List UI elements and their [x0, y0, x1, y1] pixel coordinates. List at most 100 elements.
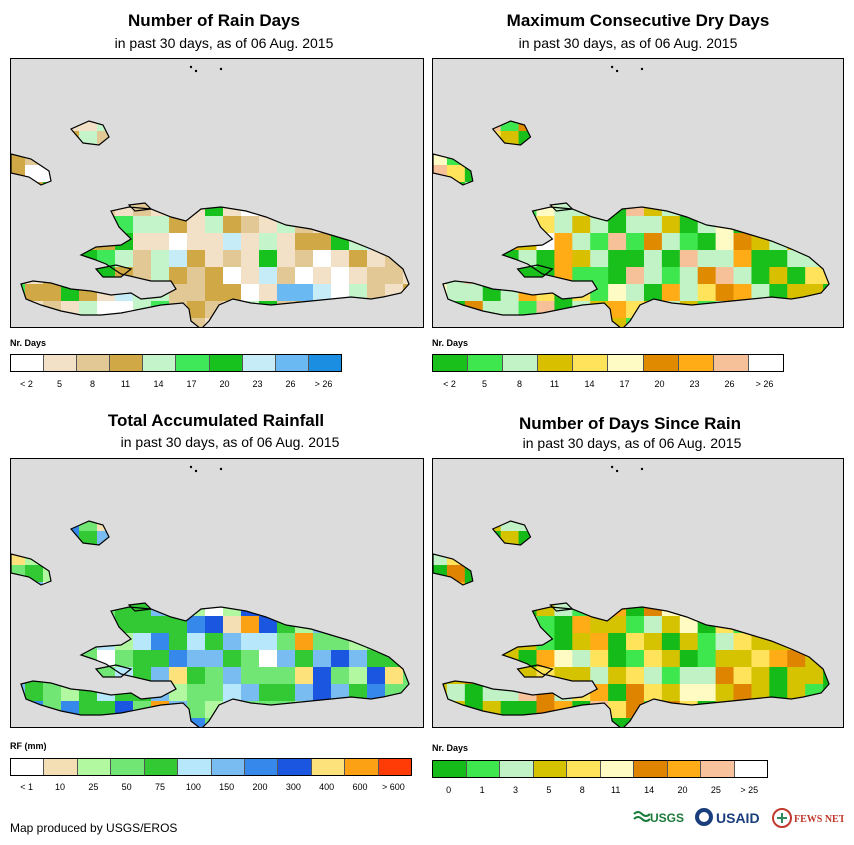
raster-cell — [385, 521, 404, 532]
raster-cell — [151, 199, 170, 217]
raster-cell — [169, 650, 188, 668]
raster-cell — [733, 250, 752, 268]
raster-cell — [295, 267, 314, 285]
raster-cell — [367, 599, 386, 617]
raster-cell — [697, 633, 717, 651]
raster-cell — [259, 199, 278, 217]
raster-cell — [500, 565, 520, 583]
raster-cell — [385, 667, 404, 685]
raster-cell — [661, 131, 681, 149]
raster-cell — [464, 318, 484, 327]
legend-title-dry-days: Nr. Days — [432, 338, 469, 348]
raster-cell — [295, 718, 314, 727]
raster-cell — [464, 684, 484, 702]
raster-cell — [661, 548, 681, 566]
raster-cell — [151, 684, 170, 702]
raster-cell — [223, 701, 242, 719]
raster-cell — [403, 199, 409, 217]
raster-cell — [367, 131, 386, 149]
raster-cell — [79, 318, 98, 327]
raster-cell — [277, 250, 296, 268]
raster-cell — [643, 633, 663, 651]
raster-cell — [751, 250, 770, 268]
raster-cell — [223, 267, 242, 285]
raster-cell — [11, 650, 26, 668]
raster-cell — [590, 233, 609, 251]
raster-cell — [223, 582, 242, 600]
raster-cell — [769, 301, 788, 319]
raster-cell — [385, 599, 404, 617]
legend-labels-days-since-rain: 0 1 3 5 8 11 14 20 25 > 25 — [432, 785, 766, 797]
raster-cell — [446, 521, 466, 532]
raster-cell — [403, 284, 409, 302]
islet — [615, 69, 619, 73]
raster-cell — [715, 531, 735, 549]
raster-cell — [115, 650, 134, 668]
raster-cell — [313, 165, 332, 183]
raster-cell — [367, 216, 386, 234]
raster-cell — [331, 650, 350, 668]
raster-cell — [572, 582, 591, 600]
raster-cell — [590, 650, 609, 668]
raster-cell — [643, 565, 663, 583]
raster-cell — [679, 582, 699, 600]
raster-cell — [367, 616, 386, 634]
raster-cell — [259, 718, 278, 727]
raster-cell — [367, 531, 386, 549]
raster-cell — [679, 131, 699, 149]
raster-cell — [115, 250, 134, 268]
raster-cell — [608, 267, 627, 285]
raster-cell — [697, 121, 717, 132]
legend-label: 1 — [479, 785, 485, 795]
raster-cell — [79, 650, 98, 668]
raster-cell — [697, 650, 717, 668]
raster-cell — [223, 216, 242, 234]
legend-swatch — [308, 355, 341, 371]
islet — [189, 465, 193, 469]
legend-label: 11 — [120, 379, 131, 389]
legend-swatch — [378, 759, 412, 775]
raster-cell — [151, 582, 170, 600]
legend-label: 400 — [319, 782, 335, 792]
raster-cell — [679, 267, 699, 285]
raster-cell — [79, 267, 98, 285]
raster-cell — [823, 165, 830, 183]
raster-cell — [590, 582, 609, 600]
raster-cell — [205, 616, 224, 634]
raster-cell — [187, 318, 206, 327]
raster-cell — [769, 718, 788, 727]
raster-cell — [205, 216, 224, 234]
raster-cell — [151, 301, 170, 319]
raster-cell — [403, 301, 409, 319]
raster-cell — [823, 633, 830, 651]
raster-cell — [482, 650, 502, 668]
raster-cell — [733, 718, 752, 727]
raster-cell — [367, 565, 386, 583]
raster-cell — [11, 616, 26, 634]
raster-cell — [421, 318, 423, 327]
raster-cell — [751, 616, 770, 634]
raster-cell — [554, 582, 573, 600]
coastline — [94, 664, 133, 678]
raster-cell — [679, 531, 699, 549]
raster-cell — [787, 250, 806, 268]
raster-cell — [841, 616, 843, 634]
raster-cell — [403, 148, 409, 166]
raster-cell — [241, 650, 260, 668]
raster-cell — [277, 667, 296, 685]
raster-cell — [277, 148, 296, 166]
raster-cell — [169, 182, 188, 200]
raster-cell — [464, 216, 484, 234]
raster-cell — [367, 548, 386, 566]
raster-cell — [205, 667, 224, 685]
raster-cell — [643, 582, 663, 600]
raster-cell — [482, 599, 502, 617]
raster-cell — [433, 182, 448, 200]
raster-cell — [715, 616, 735, 634]
raster-cell — [661, 650, 681, 668]
raster-cell — [43, 531, 62, 549]
raster-cell — [259, 165, 278, 183]
raster-cell — [421, 301, 423, 319]
raster-cell — [733, 582, 752, 600]
raster-cell — [259, 548, 278, 566]
